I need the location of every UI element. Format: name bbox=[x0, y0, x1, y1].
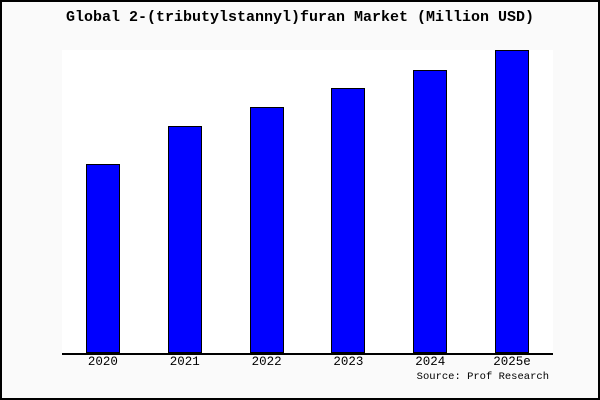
x-tick-label-2021: 2021 bbox=[169, 355, 200, 369]
x-tick-label-2022: 2022 bbox=[251, 355, 282, 369]
chart-title: Global 2-(tributylstannyl)furan Market (… bbox=[65, 9, 535, 26]
x-axis-tick-labels: 2020 2021 2022 2023 2024 2025e bbox=[62, 356, 553, 369]
bar-slot-2023 bbox=[307, 50, 389, 353]
source-credit: Source: Prof Research bbox=[416, 371, 549, 383]
bar-2025e bbox=[495, 50, 530, 353]
x-tick-label-2023: 2023 bbox=[333, 355, 364, 369]
bar-2020 bbox=[85, 163, 120, 353]
bar-slot-2024 bbox=[389, 50, 471, 353]
bar-slot-2022 bbox=[226, 50, 308, 353]
x-tick-label-2020: 2020 bbox=[87, 355, 118, 369]
bar-2024 bbox=[413, 70, 448, 353]
x-tick-label-2025e: 2025e bbox=[493, 355, 531, 369]
bar-2022 bbox=[249, 106, 284, 353]
bar-slot-2021 bbox=[144, 50, 226, 353]
bar-slot-2025e bbox=[471, 50, 553, 353]
bar-2021 bbox=[167, 126, 202, 353]
x-tick-label-2024: 2024 bbox=[415, 355, 446, 369]
bar-2023 bbox=[331, 88, 366, 353]
bar-slot-2020 bbox=[62, 50, 144, 353]
plot-area bbox=[62, 50, 553, 355]
